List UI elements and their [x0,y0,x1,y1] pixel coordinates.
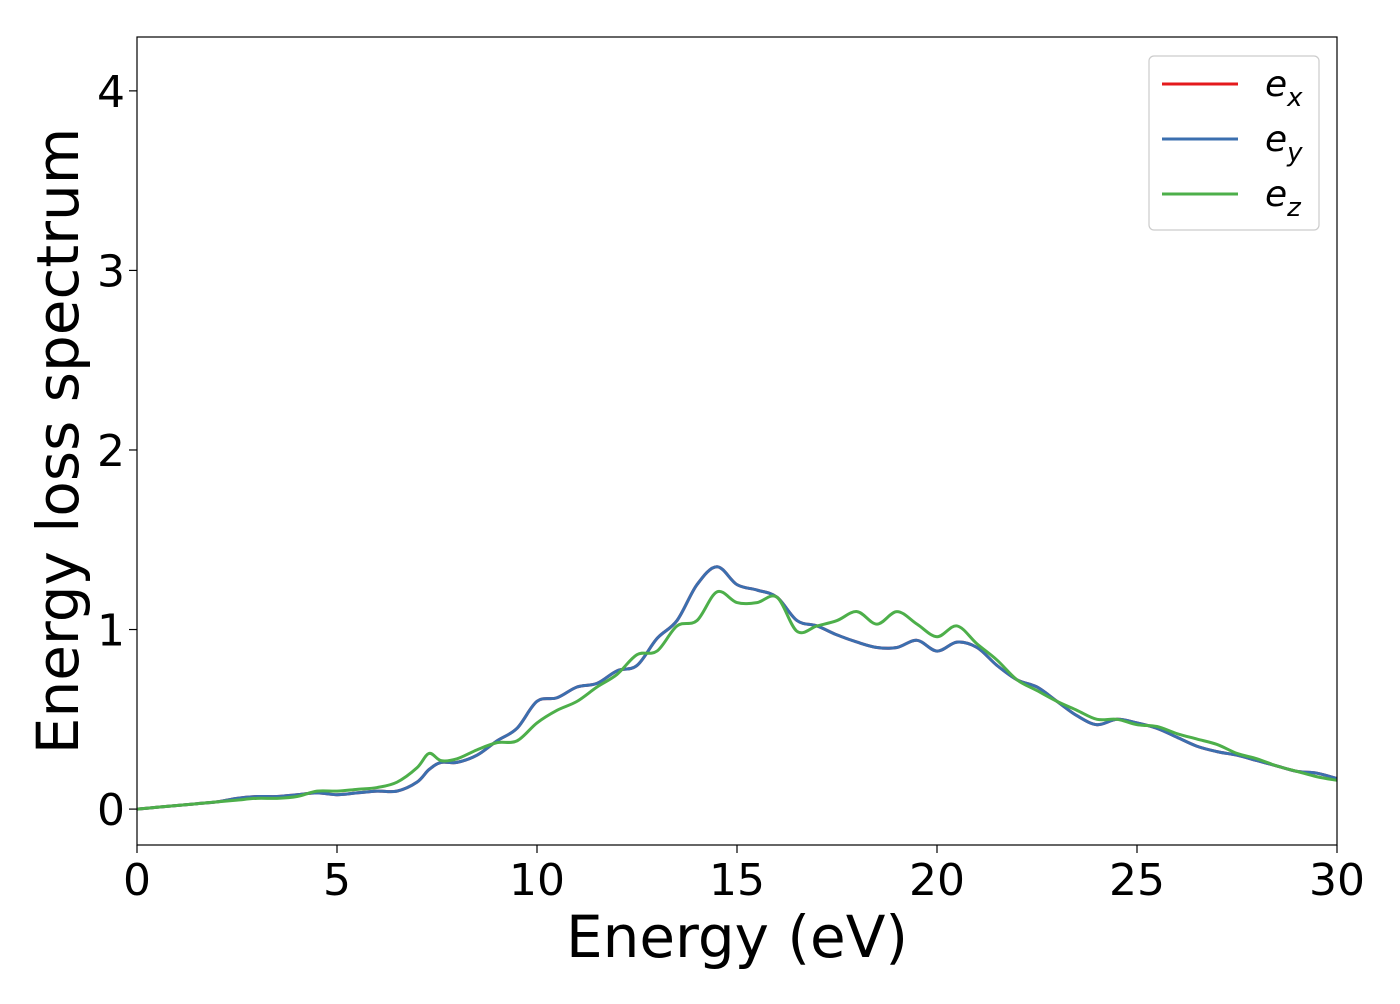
series-layer [137,565,1337,811]
legend-label-subscript: x [1286,83,1303,113]
series-line-z [137,589,1337,811]
y-tick-label: 0 [97,785,125,836]
x-tick-label: 25 [1109,855,1165,906]
y-axis-label: Energy loss spectrum [24,128,92,754]
y-tick-label: 3 [97,246,125,297]
x-axis-label: Energy (eV) [566,903,908,971]
y-tick-label: 1 [97,606,125,657]
x-tick-label: 15 [709,855,765,906]
legend-label-y: ey [1265,119,1303,168]
x-tick-label: 10 [509,855,565,906]
x-tick-label: 30 [1309,855,1365,906]
x-tick-label: 5 [323,855,351,906]
legend-label-base: e [1265,174,1287,215]
legend-box [1148,55,1320,231]
legend-label-subscript: y [1286,138,1303,168]
legend-label-subscript: z [1286,193,1302,223]
legend-label-base: e [1265,64,1287,105]
x-tick-label: 0 [123,855,151,906]
x-axis-ticks: 0 5 10 15 20 25 30 [123,845,1365,906]
legend-label-base: e [1265,119,1287,160]
series-line-y [137,565,1337,811]
y-tick-label: 2 [97,426,125,477]
y-axis-ticks: 0 1 2 3 4 [97,67,137,836]
x-tick-label: 20 [909,855,965,906]
y-tick-label: 4 [97,67,125,118]
legend-label-z: ez [1265,174,1302,223]
legend-label-x: ex [1265,64,1303,113]
